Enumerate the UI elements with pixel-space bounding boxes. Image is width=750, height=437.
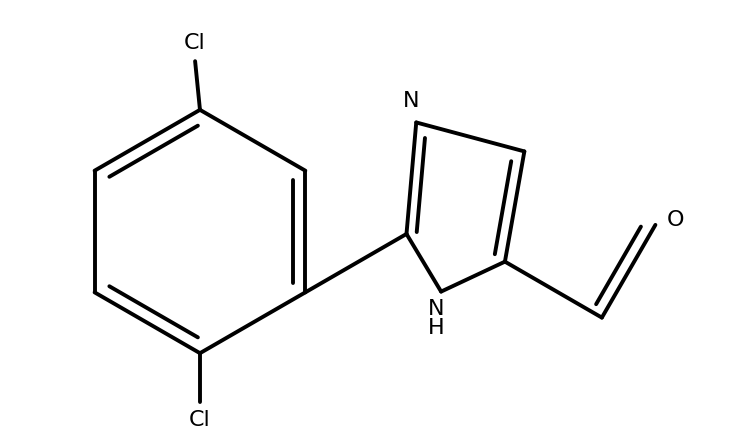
- Text: Cl: Cl: [184, 33, 206, 53]
- Text: Cl: Cl: [189, 409, 211, 430]
- Text: N: N: [404, 91, 420, 111]
- Text: O: O: [667, 210, 685, 230]
- Text: N
H: N H: [428, 299, 445, 338]
